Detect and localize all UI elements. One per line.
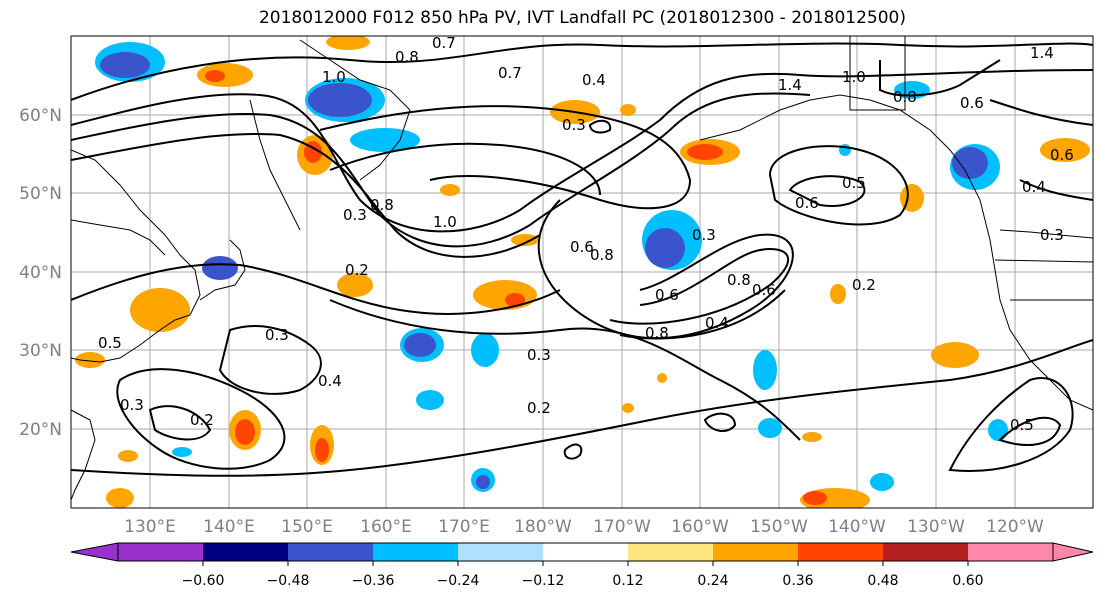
svg-text:0.6: 0.6 — [570, 238, 594, 256]
colorbar-tick: 0.60 — [952, 573, 983, 589]
svg-text:0.8: 0.8 — [590, 246, 614, 264]
svg-text:20°N: 20°N — [19, 420, 62, 440]
svg-text:140°E: 140°E — [203, 517, 255, 537]
svg-text:0.8: 0.8 — [645, 324, 669, 342]
svg-text:0.6: 0.6 — [960, 94, 984, 112]
svg-text:60°N: 60°N — [19, 106, 62, 126]
colorbar-tick: −0.24 — [437, 573, 480, 589]
svg-text:130°W: 130°W — [907, 517, 965, 537]
map-title: 2018012000 F012 850 hPa PV, IVT Landfall… — [258, 8, 906, 28]
svg-text:0.4: 0.4 — [582, 71, 606, 89]
svg-text:30°N: 30°N — [19, 341, 62, 361]
colorbar-tick: 0.36 — [782, 573, 813, 589]
svg-text:160°W: 160°W — [671, 517, 729, 537]
svg-text:120°W: 120°W — [986, 517, 1044, 537]
svg-text:0.4: 0.4 — [1022, 178, 1046, 196]
svg-text:1.0: 1.0 — [322, 68, 346, 86]
svg-text:0.5: 0.5 — [842, 174, 866, 192]
svg-text:0.4: 0.4 — [318, 372, 342, 390]
colorbar-tick: 0.24 — [697, 573, 728, 589]
svg-text:0.2: 0.2 — [852, 276, 876, 294]
svg-text:0.7: 0.7 — [498, 64, 522, 82]
svg-text:0.6: 0.6 — [1050, 146, 1074, 164]
colorbar: −0.60 −0.48 −0.36 −0.24 −0.12 0.12 0.24 … — [70, 542, 1094, 589]
coastlines — [71, 36, 1093, 501]
svg-text:0.3: 0.3 — [265, 326, 289, 344]
colorbar-tick: 0.48 — [867, 573, 898, 589]
colorbar-extend-high — [1052, 542, 1094, 562]
svg-text:170°E: 170°E — [438, 517, 490, 537]
colorbar-extend-low — [70, 542, 119, 562]
svg-text:1.4: 1.4 — [1030, 44, 1054, 62]
svg-text:0.2: 0.2 — [345, 261, 369, 279]
svg-text:0.8: 0.8 — [727, 271, 751, 289]
svg-text:40°N: 40°N — [19, 263, 62, 283]
colorbar-tick: −0.60 — [182, 573, 225, 589]
svg-text:0.3: 0.3 — [120, 396, 144, 414]
svg-text:0.6: 0.6 — [752, 281, 776, 299]
svg-text:0.7: 0.7 — [432, 34, 456, 52]
svg-text:130°E: 130°E — [124, 517, 176, 537]
svg-text:180°W: 180°W — [514, 517, 572, 537]
svg-text:0.6: 0.6 — [795, 194, 819, 212]
svg-text:1.0: 1.0 — [433, 213, 457, 231]
svg-text:170°W: 170°W — [593, 517, 651, 537]
svg-text:0.8: 0.8 — [370, 196, 394, 214]
svg-text:0.2: 0.2 — [190, 411, 214, 429]
svg-text:0.8: 0.8 — [893, 88, 917, 106]
pv-shading — [75, 36, 1090, 508]
colorbar-tick: −0.36 — [352, 573, 395, 589]
colorbar-tick: −0.48 — [267, 573, 310, 589]
svg-text:150°W: 150°W — [750, 517, 808, 537]
svg-text:50°N: 50°N — [19, 184, 62, 204]
svg-text:0.3: 0.3 — [527, 346, 551, 364]
svg-text:0.3: 0.3 — [1040, 226, 1064, 244]
svg-text:150°E: 150°E — [281, 517, 333, 537]
latitude-labels: 60°N 50°N 40°N 30°N 20°N — [19, 106, 62, 440]
svg-text:1.4: 1.4 — [778, 76, 802, 94]
contour-labels: 0.8 0.7 1.0 0.7 0.4 0.3 1.4 1.0 0.8 0.6 … — [98, 34, 1074, 434]
svg-text:0.2: 0.2 — [527, 399, 551, 417]
svg-text:0.6: 0.6 — [655, 286, 679, 304]
svg-text:0.3: 0.3 — [562, 116, 586, 134]
svg-text:0.3: 0.3 — [692, 226, 716, 244]
svg-text:0.3: 0.3 — [343, 206, 367, 224]
svg-text:0.4: 0.4 — [705, 314, 729, 332]
svg-text:160°E: 160°E — [360, 517, 412, 537]
svg-text:0.5: 0.5 — [1010, 416, 1034, 434]
svg-text:0.5: 0.5 — [98, 334, 122, 352]
longitude-labels: 130°E 140°E 150°E 160°E 170°E 180°W 170°… — [124, 517, 1044, 537]
svg-text:140°W: 140°W — [828, 517, 886, 537]
svg-text:0.8: 0.8 — [395, 48, 419, 66]
svg-text:1.0: 1.0 — [842, 68, 866, 86]
ivt-contours — [71, 42, 1093, 477]
colorbar-tick: 0.12 — [612, 573, 643, 589]
colorbar-tick: −0.12 — [522, 573, 565, 589]
